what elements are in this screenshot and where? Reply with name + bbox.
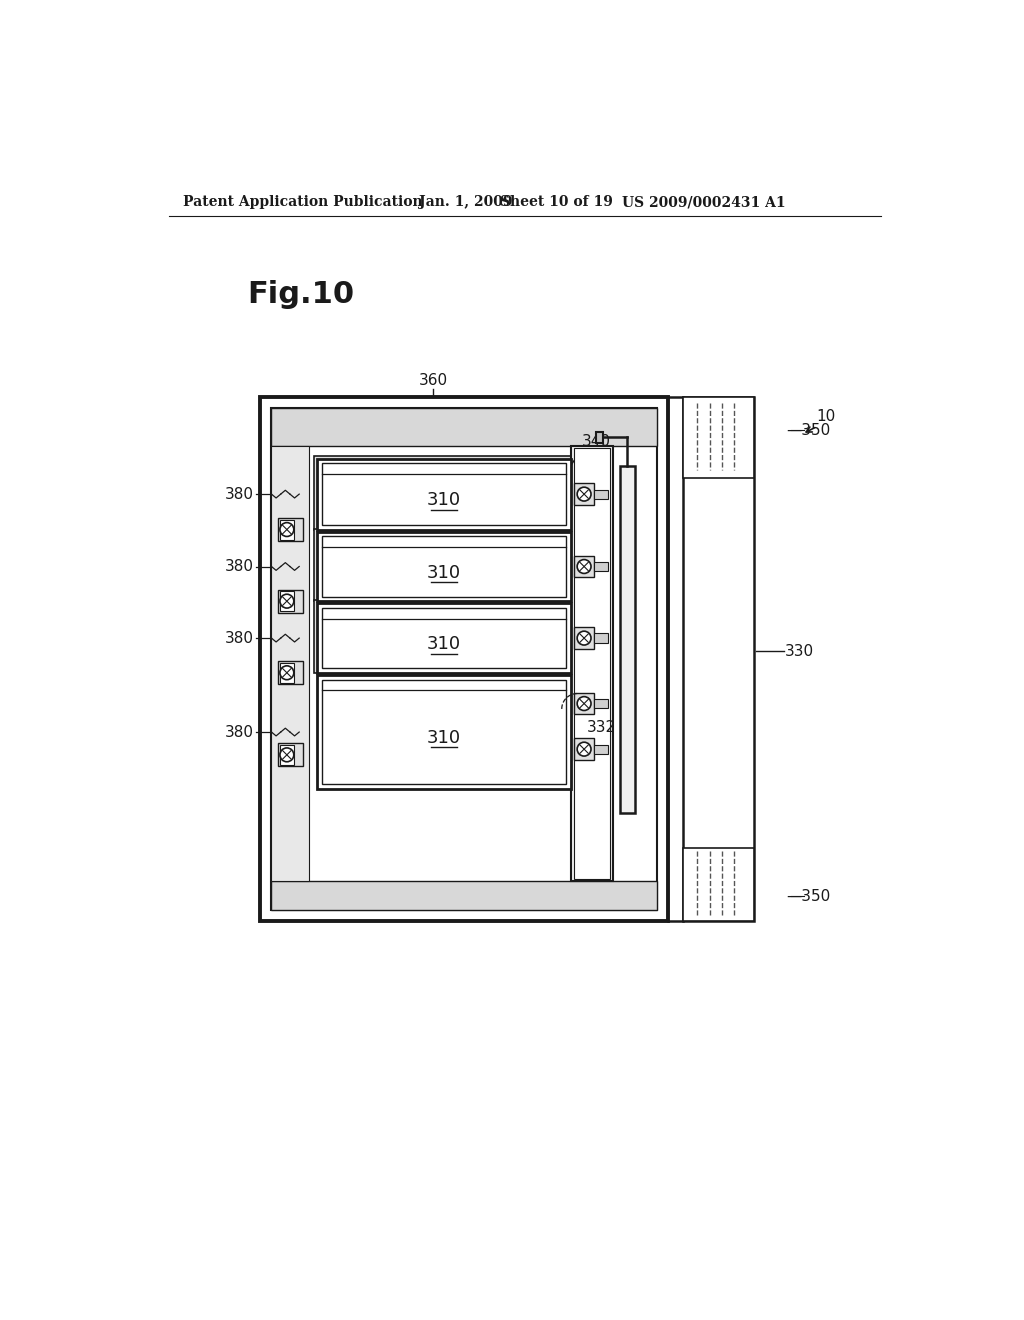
Bar [279,517,303,541]
Circle shape [578,631,591,645]
Bar [316,532,571,601]
Bar [279,590,303,612]
Bar [571,446,613,880]
Circle shape [578,487,591,502]
Bar [313,601,574,673]
Bar [316,675,571,789]
Text: 340: 340 [582,434,610,449]
Text: 380: 380 [224,725,254,739]
Circle shape [578,560,591,573]
Text: Sheet 10 of 19: Sheet 10 of 19 [500,195,613,210]
Bar [322,463,566,525]
Bar [313,455,574,529]
Bar [270,408,657,909]
Bar [574,447,610,879]
Bar [574,738,594,760]
Bar [280,591,294,611]
Circle shape [280,665,294,680]
Bar [279,743,303,767]
Bar [594,744,608,754]
Text: 310: 310 [427,635,461,653]
Bar [322,536,566,597]
Bar [280,663,294,682]
Bar [594,634,608,643]
Circle shape [280,523,294,536]
Text: Fig.10: Fig.10 [248,280,354,309]
Bar [260,397,668,921]
Bar [594,490,608,499]
Text: 332: 332 [587,721,616,735]
Bar [322,609,566,668]
Text: US 2009/0002431 A1: US 2009/0002431 A1 [622,195,785,210]
Circle shape [578,697,591,710]
Bar [574,693,594,714]
Bar [313,529,574,601]
Text: 10: 10 [816,409,836,424]
Bar [574,627,594,649]
Text: 380: 380 [224,558,254,574]
Bar [280,520,294,540]
Bar [574,483,594,504]
Text: Patent Application Publication: Patent Application Publication [183,195,423,210]
Circle shape [578,742,591,756]
Bar [683,397,755,478]
Bar [594,562,608,572]
Bar [316,603,571,673]
Bar [270,880,657,909]
Bar [316,459,571,529]
Bar [683,847,755,921]
Text: Jan. 1, 2009: Jan. 1, 2009 [419,195,513,210]
Bar [574,556,594,577]
Bar [270,408,657,446]
Bar [594,700,608,708]
Bar [280,744,294,764]
Text: —350: —350 [786,422,830,438]
Bar [620,466,635,813]
Bar [596,432,602,442]
Text: 310: 310 [427,729,461,747]
Bar [683,397,755,921]
Text: 360: 360 [419,372,447,388]
Text: 380: 380 [224,631,254,645]
Bar [270,446,309,880]
Text: 330: 330 [785,644,814,659]
Text: —350: —350 [786,888,830,904]
Text: 310: 310 [427,564,461,582]
Circle shape [280,748,294,762]
Text: 310: 310 [427,491,461,510]
Bar [279,661,303,684]
Circle shape [280,594,294,609]
Text: 380: 380 [224,487,254,502]
Bar [322,680,566,784]
